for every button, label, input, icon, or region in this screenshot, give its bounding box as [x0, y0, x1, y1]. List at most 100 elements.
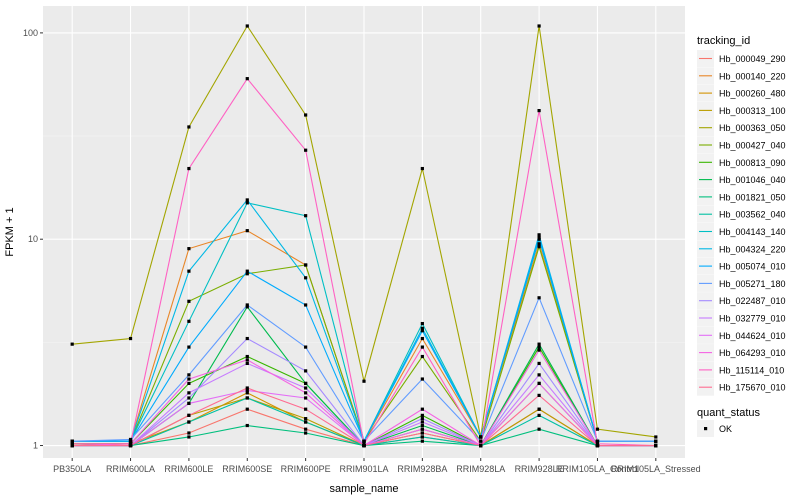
data-point	[420, 413, 424, 417]
data-point	[537, 361, 541, 366]
data-point	[245, 407, 249, 411]
data-point	[304, 386, 308, 390]
data-point	[420, 336, 424, 341]
data-point	[362, 379, 366, 383]
legend-items: Hb_000049_290 Hb_000140_220 Hb_000260_480 H…	[697, 50, 786, 396]
data-point	[187, 373, 191, 377]
legend-label: Hb_022487_010	[719, 296, 786, 306]
data-point	[420, 435, 424, 439]
data-point	[187, 420, 191, 424]
data-point	[537, 109, 541, 113]
data-point	[187, 431, 191, 435]
data-point	[128, 336, 133, 341]
legend-label: Hb_004324_220	[719, 244, 786, 254]
data-point	[70, 439, 74, 443]
data-point	[420, 439, 424, 443]
data-point	[420, 166, 424, 171]
data-point	[187, 319, 191, 323]
data-point	[70, 342, 74, 346]
legend-label: Hb_000260_480	[719, 89, 786, 99]
data-point	[70, 442, 74, 446]
data-point	[245, 358, 249, 362]
data-point	[420, 417, 424, 421]
shape-legend-title: quant_status	[697, 407, 760, 419]
data-point	[362, 443, 366, 448]
data-point	[304, 396, 308, 400]
legend-label: Hb_115114_010	[719, 365, 784, 375]
data-point	[187, 391, 191, 395]
data-point	[304, 303, 308, 307]
data-point	[245, 24, 249, 28]
data-point	[420, 420, 424, 424]
y-axis: 1 10 100	[23, 28, 43, 451]
data-point	[245, 354, 249, 359]
data-point	[362, 439, 366, 443]
data-point	[420, 345, 424, 349]
data-point	[537, 427, 541, 431]
data-point	[420, 329, 424, 333]
data-point	[537, 345, 541, 349]
data-point	[304, 427, 308, 431]
data-point	[304, 148, 308, 152]
data-point	[304, 214, 308, 218]
data-point	[420, 427, 424, 431]
data-point	[245, 303, 249, 307]
data-point	[245, 269, 249, 273]
data-point	[595, 442, 600, 446]
data-point	[245, 272, 249, 276]
data-point	[537, 24, 541, 28]
data-point	[304, 263, 308, 267]
data-point	[654, 435, 658, 439]
data-point	[537, 296, 541, 300]
data-point	[595, 443, 600, 448]
data-point	[304, 113, 308, 117]
x-tick-label: PB350LA	[53, 464, 91, 474]
data-point	[128, 443, 133, 448]
data-point	[70, 443, 74, 448]
data-point	[187, 377, 191, 381]
x-tick-label: RRIM928LA	[456, 464, 505, 474]
data-point	[537, 233, 541, 237]
x-axis-title: sample_name	[329, 483, 398, 495]
data-point	[654, 443, 658, 448]
data-point	[304, 407, 308, 411]
legend-label: Hb_000049_290	[719, 54, 786, 64]
data-point	[537, 393, 541, 397]
x-tick-label: RRIM105LA_Stressed	[611, 464, 701, 474]
data-point	[187, 381, 191, 386]
x-tick-label: RRIM901LA	[339, 464, 388, 474]
data-point	[128, 437, 133, 442]
x-tick-label: RRIM928LE	[515, 464, 564, 474]
data-point	[537, 237, 541, 241]
data-point	[245, 201, 249, 205]
data-point	[187, 401, 191, 406]
data-point	[479, 435, 483, 439]
x-tick-label: RRIM600LA	[106, 464, 155, 474]
data-point	[304, 391, 308, 395]
data-point	[537, 245, 541, 249]
shape-legend-label: OK	[719, 424, 732, 434]
data-point	[420, 321, 424, 326]
data-point	[420, 326, 424, 330]
data-point	[420, 377, 424, 381]
y-tick-label: 1	[33, 441, 38, 451]
data-point	[537, 348, 541, 352]
x-tick-label: RRIM600SE	[222, 464, 272, 474]
data-point	[362, 442, 366, 446]
data-point	[304, 276, 308, 280]
data-point	[187, 396, 191, 400]
legend-label: Hb_000427_040	[719, 141, 786, 151]
data-point	[187, 166, 191, 171]
legend-label: Hb_005074_010	[719, 262, 786, 272]
data-point	[245, 388, 249, 393]
x-tick-label: RRIM600PE	[281, 464, 331, 474]
data-point	[245, 77, 249, 81]
x-axis: PB350LA RRIM600LA RRIM600LE RRIM600SE RRIM60…	[53, 458, 701, 474]
legend: tracking_id Hb_000049_290Hb_000140_220Hb…	[697, 35, 786, 437]
legend-title: tracking_id	[697, 35, 750, 47]
data-point	[537, 381, 541, 386]
data-point	[187, 269, 191, 273]
data-point	[479, 439, 483, 443]
